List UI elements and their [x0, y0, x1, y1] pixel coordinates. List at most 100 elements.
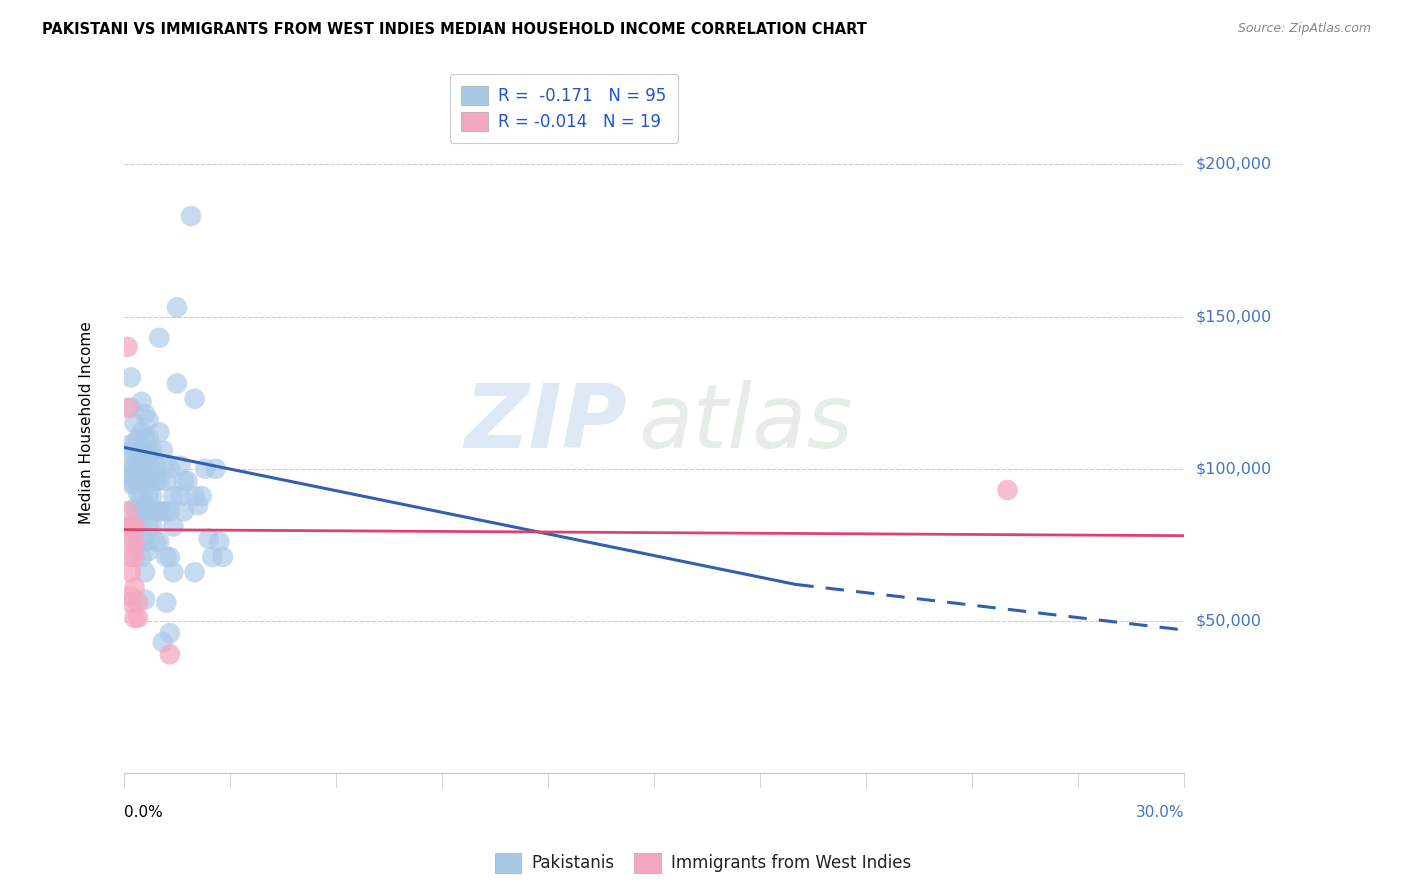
Point — [120, 565, 142, 579]
Text: $100,000: $100,000 — [1195, 461, 1271, 476]
Point — [145, 504, 167, 518]
Point — [131, 489, 153, 503]
Point — [162, 489, 184, 503]
Point — [131, 458, 153, 473]
Point — [120, 461, 142, 475]
Point — [183, 392, 205, 406]
Point — [208, 534, 231, 549]
Point — [183, 565, 205, 579]
Text: ZIP: ZIP — [465, 380, 627, 467]
Point — [138, 501, 160, 516]
Point — [173, 474, 195, 488]
Point — [117, 519, 139, 533]
Point — [138, 431, 160, 445]
Point — [152, 443, 174, 458]
Point — [155, 549, 177, 564]
Point — [131, 504, 153, 518]
Point — [194, 461, 217, 475]
Point — [148, 425, 170, 440]
Point — [124, 477, 146, 491]
Point — [120, 401, 142, 415]
Point — [138, 544, 160, 558]
Point — [141, 443, 163, 458]
Point — [148, 474, 170, 488]
Point — [134, 407, 156, 421]
Point — [124, 446, 146, 460]
Point — [152, 458, 174, 473]
Point — [131, 425, 153, 440]
Point — [212, 549, 235, 564]
Point — [169, 458, 191, 473]
Point — [197, 532, 219, 546]
Point — [124, 461, 146, 475]
Text: 0.0%: 0.0% — [124, 805, 163, 820]
Point — [120, 370, 142, 384]
Point — [166, 301, 188, 315]
Point — [152, 635, 174, 649]
Point — [152, 504, 174, 518]
Point — [127, 474, 149, 488]
Point — [127, 596, 149, 610]
Point — [145, 534, 167, 549]
Point — [148, 534, 170, 549]
Text: $50,000: $50,000 — [1195, 614, 1261, 628]
Point — [169, 489, 191, 503]
Point — [138, 489, 160, 503]
Point — [134, 534, 156, 549]
Point — [127, 501, 149, 516]
Point — [131, 443, 153, 458]
Point — [159, 504, 181, 518]
Point — [138, 446, 160, 460]
Point — [145, 474, 167, 488]
Point — [127, 611, 149, 625]
Point — [120, 534, 142, 549]
Point — [134, 446, 156, 460]
Text: PAKISTANI VS IMMIGRANTS FROM WEST INDIES MEDIAN HOUSEHOLD INCOME CORRELATION CHA: PAKISTANI VS IMMIGRANTS FROM WEST INDIES… — [42, 22, 868, 37]
Point — [120, 596, 142, 610]
Point — [127, 519, 149, 533]
Point — [124, 501, 146, 516]
Point — [176, 474, 198, 488]
Point — [183, 489, 205, 503]
Point — [141, 461, 163, 475]
Point — [141, 519, 163, 533]
Point — [124, 611, 146, 625]
Point — [997, 483, 1019, 497]
Point — [159, 648, 181, 662]
Point — [180, 209, 202, 223]
Point — [187, 498, 209, 512]
Point — [162, 519, 184, 533]
Point — [124, 519, 146, 533]
Point — [117, 446, 139, 460]
Point — [120, 590, 142, 604]
Point — [155, 596, 177, 610]
Point — [131, 474, 153, 488]
Point — [138, 519, 160, 533]
Point — [134, 474, 156, 488]
Text: Median Household Income: Median Household Income — [79, 322, 94, 524]
Point — [134, 504, 156, 518]
Point — [162, 565, 184, 579]
Point — [124, 516, 146, 531]
Point — [204, 461, 226, 475]
Point — [190, 489, 212, 503]
Point — [127, 534, 149, 549]
Point — [201, 549, 224, 564]
Point — [141, 489, 163, 503]
Point — [166, 376, 188, 391]
Text: Source: ZipAtlas.com: Source: ZipAtlas.com — [1237, 22, 1371, 36]
Text: $200,000: $200,000 — [1195, 157, 1271, 172]
Point — [127, 446, 149, 460]
Point — [127, 431, 149, 445]
Point — [124, 581, 146, 595]
Point — [138, 474, 160, 488]
Legend: R =  -0.171   N = 95, R = -0.014   N = 19: R = -0.171 N = 95, R = -0.014 N = 19 — [450, 74, 678, 143]
Point — [131, 549, 153, 564]
Text: 30.0%: 30.0% — [1136, 805, 1184, 820]
Point — [148, 331, 170, 345]
Text: atlas: atlas — [638, 380, 853, 466]
Point — [120, 549, 142, 564]
Point — [134, 592, 156, 607]
Point — [155, 474, 177, 488]
Point — [155, 504, 177, 518]
